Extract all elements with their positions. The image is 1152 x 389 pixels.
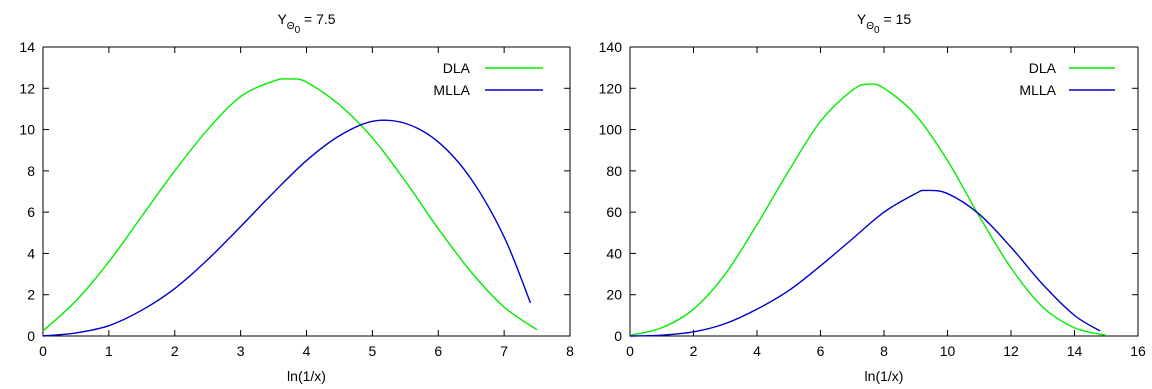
series-line-dla — [629, 83, 1107, 337]
x-axis-title: ln(1/x) — [287, 368, 326, 384]
plot-frame — [629, 46, 1139, 337]
chart-panel-2: 0 2 4 6 8 10 12 14 16 0 20 40 60 80 100 120 140 ln(1/x) YΘ… — [599, 11, 1146, 384]
x-tick-label: 0 — [39, 343, 47, 359]
x-tick-label: 16 — [1130, 343, 1146, 359]
y-tick-label: 0 — [27, 328, 35, 344]
x-tick-label: 2 — [171, 343, 179, 359]
x-tick-label: 12 — [1003, 343, 1019, 359]
y-tick-label: 40 — [606, 245, 622, 261]
x-tick-label: 6 — [817, 343, 825, 359]
y-tick-label: 8 — [27, 163, 35, 179]
x-tick-label: 4 — [303, 343, 311, 359]
y-tick-label: 6 — [27, 204, 35, 220]
legend-label-dla: DLA — [1029, 60, 1057, 76]
series-line-mlla — [629, 189, 1101, 337]
x-axis-title: ln(1/x) — [865, 368, 904, 384]
x-tick-label: 7 — [500, 343, 508, 359]
x-tick-label: 6 — [434, 343, 442, 359]
series-line-dla — [42, 78, 538, 332]
x-tick-label: 2 — [690, 343, 698, 359]
chart-title: YΘ0 = 7.5 — [277, 11, 335, 36]
y-tick-label: 10 — [19, 122, 35, 138]
x-tick-label: 8 — [566, 343, 574, 359]
series-line-mlla — [42, 119, 532, 337]
y-tick-label: 2 — [27, 287, 35, 303]
y-tick-label: 80 — [606, 163, 622, 179]
y-tick-label: 100 — [599, 122, 623, 138]
legend-label-mlla: MLLA — [433, 82, 470, 98]
chart-title: YΘ0 = 15 — [857, 11, 911, 36]
legend-label-dla: DLA — [443, 60, 471, 76]
y-tick-label: 12 — [19, 80, 35, 96]
legend-label-mlla: MLLA — [1019, 82, 1056, 98]
y-tick-label: 140 — [599, 39, 623, 55]
x-tick-label: 3 — [237, 343, 245, 359]
y-tick-label: 14 — [19, 39, 35, 55]
y-tick-label: 4 — [27, 245, 35, 261]
x-tick-label: 5 — [368, 343, 376, 359]
x-tick-label: 1 — [105, 343, 113, 359]
y-tick-label: 60 — [606, 204, 622, 220]
x-tick-label: 4 — [753, 343, 761, 359]
x-tick-label: 14 — [1067, 343, 1083, 359]
x-tick-label: 8 — [880, 343, 888, 359]
x-tick-label: 10 — [940, 343, 956, 359]
x-tick-label: 0 — [626, 343, 634, 359]
y-tick-label: 120 — [599, 80, 623, 96]
y-tick-label: 0 — [614, 328, 622, 344]
y-tick-label: 20 — [606, 287, 622, 303]
